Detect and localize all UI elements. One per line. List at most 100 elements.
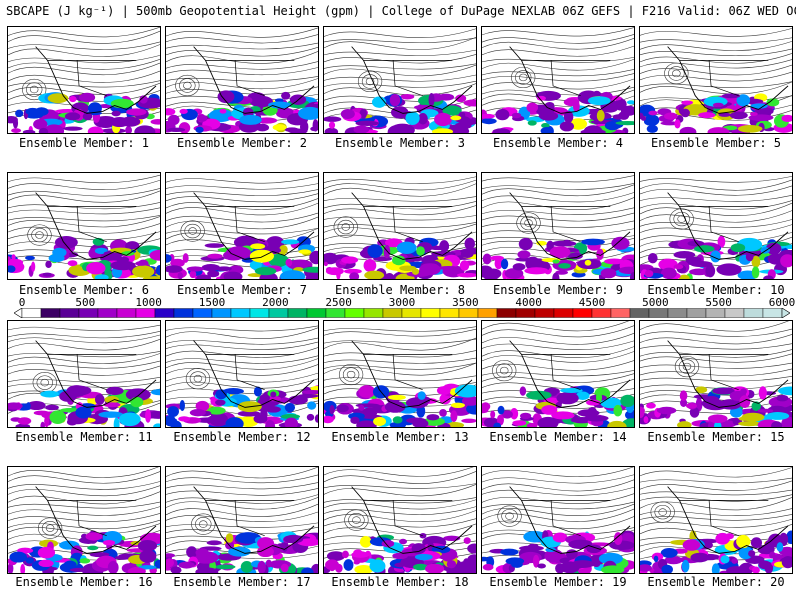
low-contour [365,77,375,86]
cape-area [222,387,244,395]
cape-area [166,265,183,273]
height-contour [324,63,476,70]
colorbar-swatch [382,308,403,318]
colorbar-tick-label: 4000 [515,296,542,309]
height-contour [640,41,792,51]
cape-area [392,416,403,424]
cape-area [274,98,284,103]
cape-area [154,559,160,569]
cape-area [431,128,454,133]
cape-area [214,564,236,570]
cape-area [412,419,429,427]
cape-area [325,267,344,276]
height-contour [324,483,476,489]
cape-area [324,127,339,133]
low-contour [22,78,47,101]
cape-area [309,250,318,265]
cape-area [186,546,198,558]
cape-area [207,270,220,278]
cape-area [38,559,54,568]
map-title: SBCAPE (J kg⁻¹) | 500mb Geopotential Hei… [6,4,796,18]
height-contour [482,321,629,332]
ensemble-panel [7,466,161,574]
cape-area [560,388,583,394]
cape-area [328,121,336,129]
height-contour [8,215,160,222]
cape-area [64,112,81,121]
height-contour [8,55,160,64]
cape-area [107,560,119,573]
cape-area [763,275,774,279]
height-contour [324,196,476,202]
colorbar-swatch [21,308,42,318]
cape-area [737,124,763,133]
cape-area [436,386,451,395]
low-contour [505,512,514,520]
cape-area [419,532,427,539]
cape-area [45,260,52,269]
low-contour [25,82,43,97]
low-contour [357,70,383,93]
colorbar-swatch [249,308,270,318]
height-contour [166,228,318,242]
height-contour [166,355,318,364]
political-border [47,354,137,391]
ensemble-member-label: Ensemble Member: 2 [176,136,308,150]
cape-area [343,559,354,571]
cape-area [266,236,285,250]
low-contour [188,227,197,235]
cape-area [536,240,547,246]
height-contour [482,493,634,505]
cape-area [11,254,16,261]
height-contour [482,212,634,222]
low-contour [27,224,52,246]
low-contour [189,371,207,386]
cape-area [581,238,605,246]
low-contour [337,219,354,235]
cape-area [166,415,176,427]
colorbar-swatch [268,308,289,318]
height-contour [324,83,476,96]
cape-area [769,551,776,559]
political-border [47,206,137,243]
height-contour [482,333,634,345]
ensemble-member-label: Ensemble Member: 9 [492,283,624,297]
cape-area [228,546,251,557]
cape-area [138,565,157,570]
low-contour [183,81,192,90]
ensemble-panel [7,26,161,134]
height-contour [482,27,634,37]
ensemble-map [482,467,634,573]
height-contour [8,207,160,215]
cape-area [537,416,559,427]
cape-area [661,564,673,573]
cape-area [25,255,35,261]
cape-area [384,400,406,413]
cape-area [170,258,185,268]
height-contour [8,58,160,70]
height-contour [482,378,634,390]
cape-area [235,532,261,544]
low-contour [179,78,196,93]
height-contour [324,49,476,56]
cape-area [504,268,524,279]
height-contour [324,499,476,510]
ensemble-map [166,467,318,573]
ensemble-panel [165,466,319,574]
cape-area [519,412,532,420]
cape-area [781,114,792,123]
colorbar-max-arrow [781,308,790,318]
cape-area [383,244,391,259]
cape-area [583,125,603,133]
cape-area [748,550,756,557]
low-contour [668,66,685,81]
cape-area [596,109,605,122]
cape-area [414,553,433,561]
cape-area [284,402,296,413]
cape-area [353,125,370,133]
cape-area [201,264,221,272]
height-contour [166,27,318,38]
height-contour [482,78,634,90]
cape-area [207,406,226,415]
cape-area [673,250,696,259]
